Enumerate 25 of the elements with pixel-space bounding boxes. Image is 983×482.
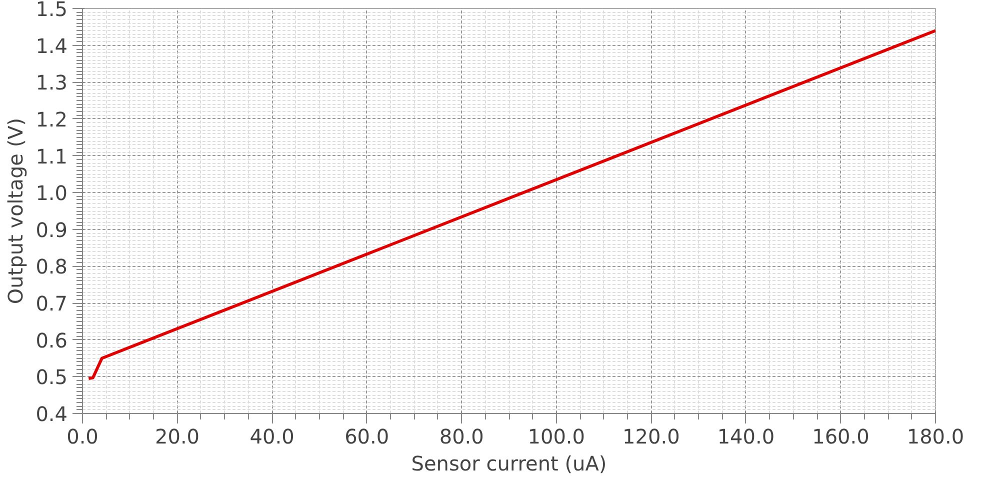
x-tick-label: 100.0	[528, 424, 586, 448]
x-tick-label: 60.0	[344, 424, 390, 448]
x-tick-label: 180.0	[906, 424, 964, 448]
y-tick-label: 1.3	[36, 70, 68, 95]
y-tick-label: 0.8	[36, 254, 68, 279]
y-tick-label: 0.5	[36, 365, 68, 390]
y-tick-label: 1.4	[36, 34, 68, 58]
y-tick-label: 1.2	[36, 107, 68, 132]
y-tick-label: 1.0	[36, 181, 68, 206]
x-tick-label: 80.0	[439, 424, 484, 448]
y-tick-label: 0.7	[36, 292, 68, 316]
x-tick-label: 20.0	[155, 424, 200, 448]
x-tick-label: 120.0	[622, 424, 680, 448]
y-tick-label: 0.9	[36, 218, 68, 242]
y-tick-label: 1.1	[36, 144, 68, 168]
x-tick-label: 40.0	[250, 424, 294, 448]
x-tick-label: 160.0	[812, 424, 870, 448]
y-tick-label: 1.5	[36, 0, 68, 21]
x-tick-label: 0.0	[66, 424, 98, 448]
line-series	[87, 29, 936, 380]
y-axis-title: Output voltage (V)	[4, 118, 28, 304]
y-tick-label: 0.4	[36, 402, 68, 426]
y-tick-label: 0.6	[36, 328, 68, 352]
x-axis-title: Sensor current (uA)	[411, 452, 607, 476]
x-tick-label: 140.0	[717, 424, 775, 448]
